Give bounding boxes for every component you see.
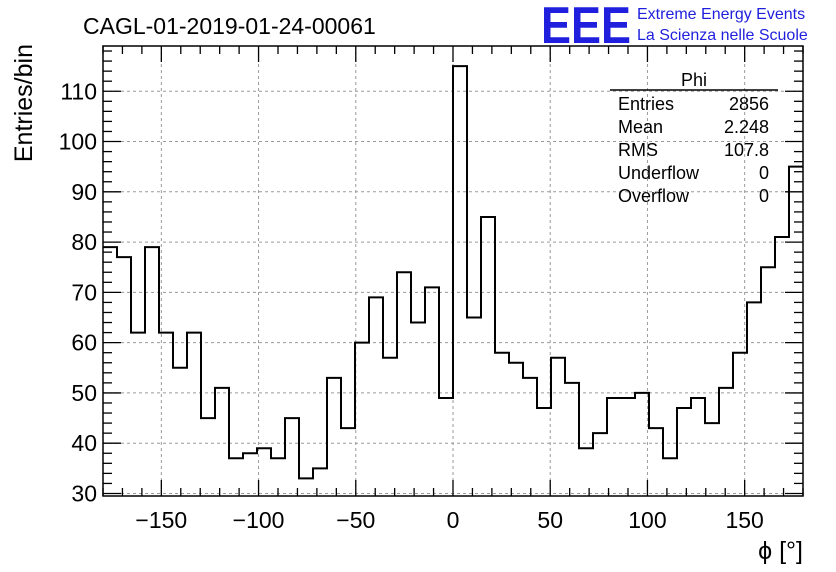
x-tick-label-3: 0 <box>447 507 460 533</box>
stats-value-overflow: 0 <box>759 186 769 206</box>
stats-label-overflow: Overflow <box>618 186 690 206</box>
histogram-bin-40 <box>663 458 677 496</box>
histogram-bin-10 <box>243 453 257 496</box>
histogram-bin-13 <box>285 418 299 496</box>
plot-frame <box>102 45 804 497</box>
histogram-bin-48 <box>775 237 789 496</box>
eee-logo-mark: EEE <box>541 0 631 55</box>
histogram-bin-31 <box>537 408 551 496</box>
histogram-bin-35 <box>593 433 607 496</box>
histogram-bin-32 <box>551 358 565 496</box>
y-tick-labels: 30 40 50 60 70 80 90 100 110 <box>59 78 97 506</box>
x-tick-label-0: −150 <box>135 507 187 533</box>
histogram-bin-20 <box>383 358 397 496</box>
axis-ticks <box>102 46 804 496</box>
y-tick-label-3: 60 <box>71 330 97 356</box>
y-tick-label-7: 100 <box>59 129 97 155</box>
stats-box: Phi Entries 2856 Mean 2.248 RMS 107.8 Un… <box>610 70 778 206</box>
histogram-bin-9 <box>229 458 243 496</box>
y-tick-label-8: 110 <box>60 78 97 104</box>
y-tick-label-2: 50 <box>71 380 97 406</box>
stats-title: Phi <box>681 70 707 90</box>
stats-label-entries: Entries <box>618 94 674 114</box>
histogram-bin-3 <box>145 247 159 496</box>
x-tick-label-4: 50 <box>537 507 563 533</box>
stats-label-mean: Mean <box>618 117 663 137</box>
histogram-bin-8 <box>215 388 229 496</box>
histogram-bin-46 <box>747 302 761 496</box>
histogram-bin-33 <box>565 383 579 496</box>
histogram-bin-19 <box>369 297 383 496</box>
stats-value-mean: 2.248 <box>724 117 769 137</box>
histogram-bin-41 <box>677 408 691 496</box>
histogram-bin-34 <box>579 448 593 496</box>
stats-value-entries: 2856 <box>729 94 769 114</box>
histogram-bin-37 <box>621 398 635 496</box>
histogram-bin-26 <box>467 318 481 496</box>
histogram-bin-25 <box>453 66 467 496</box>
histogram-bin-22 <box>411 323 425 496</box>
histogram-bin-17 <box>341 428 355 496</box>
y-tick-label-0: 30 <box>71 480 97 506</box>
x-tick-label-5: 100 <box>628 507 666 533</box>
histogram-bin-29 <box>509 363 523 496</box>
y-tick-label-1: 40 <box>71 430 97 456</box>
histogram-outline <box>103 65 803 480</box>
histogram-bin-43 <box>705 423 719 496</box>
y-axis-title: Entries/bin <box>10 44 38 162</box>
eee-logo: EEE Extreme Energy Events La Scienza nel… <box>541 0 808 55</box>
histogram-bin-30 <box>523 378 537 496</box>
histogram-bin-49 <box>789 167 803 496</box>
histogram-bin-7 <box>201 418 215 496</box>
histogram-bin-47 <box>761 267 775 496</box>
y-tick-label-4: 70 <box>71 279 97 305</box>
logo-line-1: Extreme Energy Events <box>637 6 805 23</box>
histogram-bin-2 <box>131 333 145 496</box>
histogram-bin-6 <box>187 333 201 496</box>
histogram-bin-42 <box>691 398 705 496</box>
stats-label-underflow: Underflow <box>618 163 700 183</box>
x-tick-label-2: −50 <box>336 507 375 533</box>
x-tick-labels: −150 −100 −50 0 50 100 150 <box>135 507 763 533</box>
y-tick-label-6: 90 <box>71 179 97 205</box>
histogram-bin-24 <box>439 398 453 496</box>
histogram-bin-15 <box>313 468 327 496</box>
histogram-bin-44 <box>719 388 733 496</box>
stats-label-rms: RMS <box>618 140 658 160</box>
histogram-bin-21 <box>397 272 411 496</box>
x-tick-label-6: 150 <box>725 507 763 533</box>
logo-line-2: La Scienza nelle Scuole <box>637 27 808 44</box>
chart-title: CAGL-01-2019-01-24-00061 <box>83 13 376 39</box>
histogram-bin-36 <box>607 398 621 496</box>
y-tick-label-5: 80 <box>71 229 97 255</box>
stats-value-underflow: 0 <box>759 163 769 183</box>
histogram-bin-0 <box>103 247 117 496</box>
x-tick-label-1: −100 <box>233 507 285 533</box>
stats-value-rms: 107.8 <box>724 140 769 160</box>
histogram-bin-16 <box>327 378 341 496</box>
histogram-bin-28 <box>495 353 509 496</box>
x-axis-title: ϕ [°] <box>758 537 803 565</box>
histogram-bin-27 <box>481 217 495 496</box>
histogram-bin-5 <box>173 368 187 496</box>
histogram-bin-39 <box>649 428 663 496</box>
histogram-bin-18 <box>355 343 369 496</box>
histogram-bin-23 <box>425 287 439 496</box>
